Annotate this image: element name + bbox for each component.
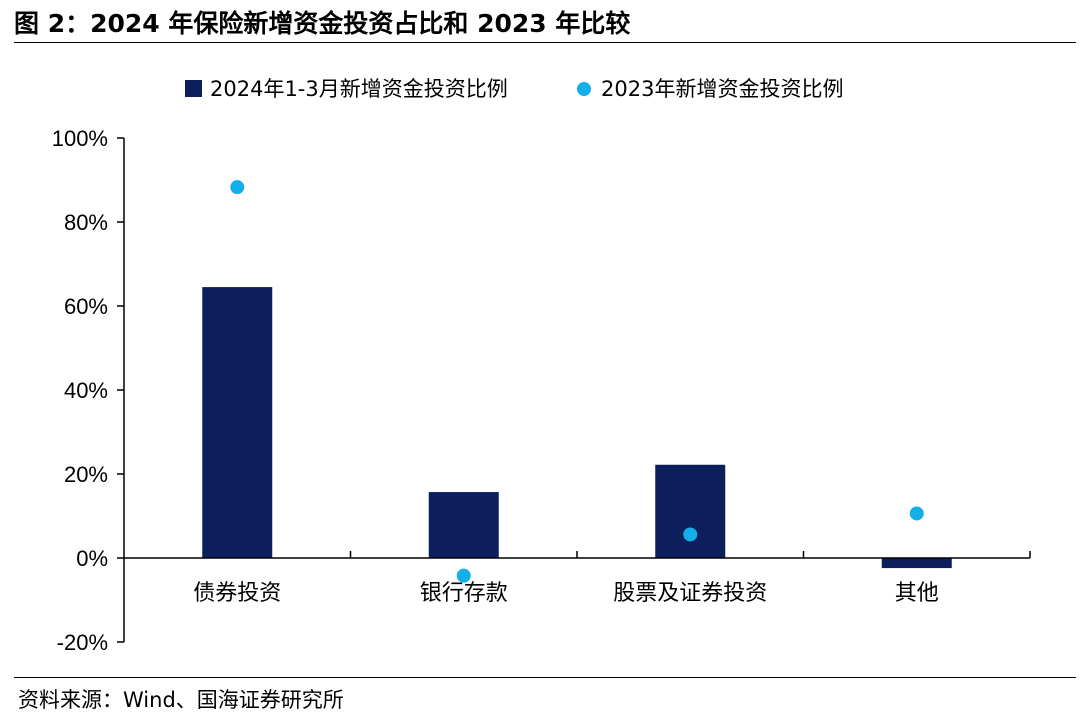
x-category-label: 银行存款	[420, 581, 508, 606]
figure-title: 图 2：2024 年保险新增资金投资占比和 2023 年比较	[14, 9, 631, 38]
scatter-point	[456, 568, 471, 583]
bars	[202, 287, 952, 569]
x-category-label: 股票及证券投资	[613, 581, 767, 606]
bar	[881, 558, 952, 569]
legend: 2024年1-3月新增资金投资比例 2023年新增资金投资比例	[185, 77, 843, 101]
y-tick-label: 20%	[64, 462, 108, 487]
y-tick-label: 80%	[64, 210, 108, 235]
legend-label-dot: 2023年新增资金投资比例	[601, 77, 843, 101]
x-axis-ticks	[349, 551, 1031, 558]
legend-label-bar: 2024年1-3月新增资金投资比例	[210, 77, 508, 101]
y-tick-label: -20%	[57, 630, 108, 655]
y-tick-label: 0%	[76, 546, 108, 571]
x-axis-labels: 债券投资 银行存款 股票及证券投资 其他	[193, 581, 939, 606]
scatter-point	[683, 527, 698, 542]
y-tick-label: 60%	[64, 294, 108, 319]
source-note: 资料来源：Wind、国海证券研究所	[18, 688, 344, 712]
scatter-points	[230, 180, 924, 583]
bar	[202, 287, 273, 558]
legend-swatch-dot	[577, 82, 591, 96]
scatter-point	[230, 180, 245, 195]
x-category-label: 债券投资	[193, 581, 281, 606]
y-tick-label: 40%	[64, 378, 108, 403]
footer-divider	[14, 677, 1076, 678]
scatter-point	[909, 506, 924, 521]
y-axis-ticks: -20% 0% 20% 40% 60% 80% 100%	[52, 126, 124, 655]
x-category-label: 其他	[895, 581, 939, 606]
bar	[655, 464, 726, 558]
legend-swatch-bar	[185, 80, 202, 97]
title-divider	[14, 42, 1076, 43]
y-tick-label: 100%	[52, 126, 108, 151]
bar	[428, 492, 499, 558]
